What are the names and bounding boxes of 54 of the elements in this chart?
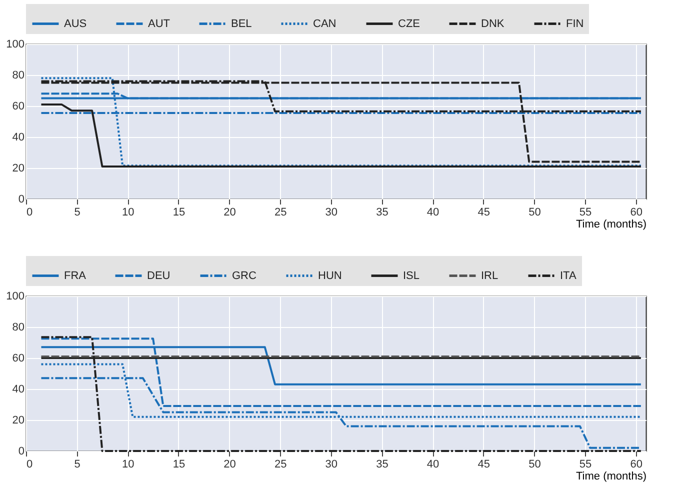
y-tick-label: 80 (12, 322, 24, 334)
legend-label: HUN (318, 270, 342, 282)
y-tick-label: 80 (12, 70, 24, 82)
x-tick-label: 10 (122, 206, 134, 218)
legend-label: AUS (64, 18, 87, 30)
x-axis-title: Time (months) (576, 470, 646, 482)
legend-label: DEU (147, 270, 170, 282)
legend-label: FIN (566, 18, 584, 30)
y-tick-label: 40 (12, 384, 24, 396)
x-tick-label: 55 (579, 206, 592, 218)
x-tick-label: 0 (26, 458, 33, 470)
legend-label: IRL (481, 270, 498, 282)
x-tick-label: 30 (325, 458, 338, 470)
y-tick-label: 40 (12, 132, 24, 144)
y-tick-label: 0 (18, 446, 24, 458)
legend-label: ISL (403, 270, 420, 282)
x-tick-label: 35 (376, 206, 388, 218)
x-tick-label: 5 (74, 458, 80, 470)
x-tick-label: 20 (224, 206, 236, 218)
x-tick-label: 25 (274, 458, 287, 470)
legend-label: FRA (64, 270, 87, 282)
legend-label: CAN (313, 18, 336, 30)
x-tick-label: 20 (224, 458, 236, 470)
x-tick-label: 10 (122, 458, 134, 470)
x-tick-label: 25 (274, 206, 287, 218)
x-tick-label: 15 (172, 458, 186, 470)
legend-label: AUT (148, 18, 170, 30)
x-tick-label: 55 (579, 458, 592, 470)
y-tick-label: 20 (12, 162, 24, 174)
x-tick-label: 45 (478, 458, 490, 470)
x-tick-label: 30 (325, 206, 338, 218)
x-tick-label: 0 (26, 206, 33, 218)
legend-label: ITA (560, 270, 577, 282)
legend-label: GRC (232, 270, 256, 282)
x-tick-label: 50 (528, 206, 541, 218)
legend-label: DNK (481, 18, 505, 30)
x-tick-label: 50 (528, 458, 541, 470)
y-tick-label: 60 (12, 352, 24, 364)
x-tick-label: 40 (426, 206, 440, 218)
y-tick-label: 100 (6, 290, 24, 302)
y-tick-label: 60 (12, 100, 24, 112)
y-tick-label: 100 (6, 38, 24, 50)
x-tick-label: 60 (630, 458, 642, 470)
x-tick-label: 40 (426, 458, 440, 470)
x-tick-label: 45 (478, 206, 490, 218)
y-tick-label: 0 (18, 194, 24, 206)
legend-label: CZE (398, 18, 420, 30)
x-tick-label: 60 (630, 206, 642, 218)
x-axis-title: Time (months) (576, 218, 646, 230)
y-tick-label: 20 (12, 414, 24, 426)
x-tick-label: 5 (74, 206, 80, 218)
x-tick-label: 35 (376, 458, 388, 470)
x-tick-label: 15 (172, 206, 186, 218)
legend-label: BEL (231, 18, 252, 30)
